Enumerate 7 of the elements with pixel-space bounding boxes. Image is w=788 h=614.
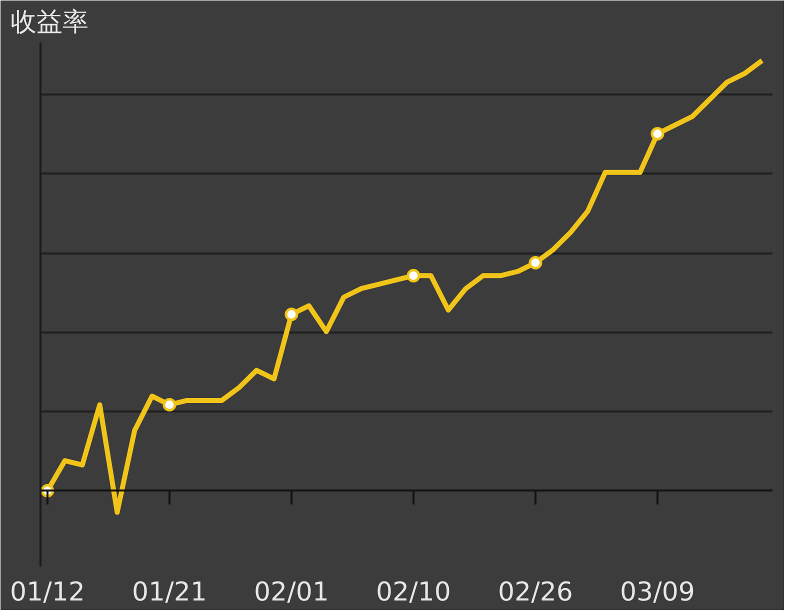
x-tick-label: 02/26 (498, 578, 573, 608)
chart-title: 收益率 (10, 8, 88, 38)
x-tick-label: 01/21 (132, 578, 207, 608)
x-tick-label: 03/09 (620, 578, 695, 608)
x-tick-label: 01/12 (10, 578, 85, 608)
x-tick-label: 02/10 (376, 578, 451, 608)
x-tick-label: 02/01 (254, 578, 329, 608)
